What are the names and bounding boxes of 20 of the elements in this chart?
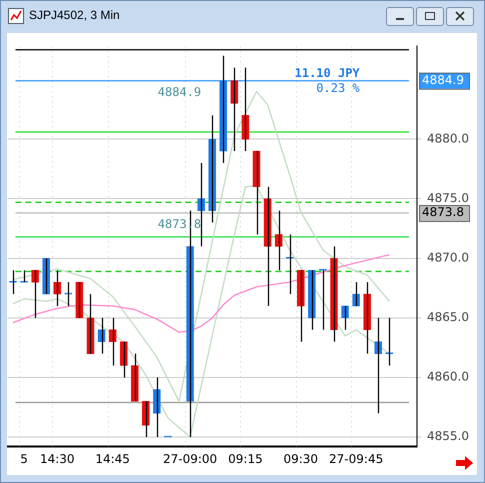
annotation: 0.23 % <box>316 80 360 95</box>
y-tick-label: 4860.0 <box>427 370 469 384</box>
y-tick-label: 4875.0 <box>427 190 469 205</box>
y-tick-label: 4855.0 <box>427 429 469 444</box>
candlestick <box>64 282 72 307</box>
x-tick-label: 14:45 <box>95 452 130 466</box>
y-tick-label: 4880.0 <box>427 131 469 146</box>
ref-line-label: 4884.9 <box>422 72 464 87</box>
x-tick-label: 5 <box>20 452 28 466</box>
y-tick-label: 4865.0 <box>427 310 469 324</box>
y-tick-label: 4870.0 <box>427 250 469 264</box>
annotation: 4884.9 <box>158 84 202 99</box>
ref-line-label: 4873.8 <box>422 205 464 220</box>
x-tick-label: 27-09:00 <box>163 452 218 466</box>
annotation: 11.10 JPY <box>294 66 360 80</box>
chart-title: SJPJ4502, 3 Min <box>29 8 120 22</box>
x-tick-label: 09:15 <box>228 452 263 466</box>
x-tick-label: 27-09:45 <box>329 452 384 466</box>
x-tick-label: 09:30 <box>283 452 318 466</box>
x-tick-label: 14:30 <box>40 452 75 466</box>
